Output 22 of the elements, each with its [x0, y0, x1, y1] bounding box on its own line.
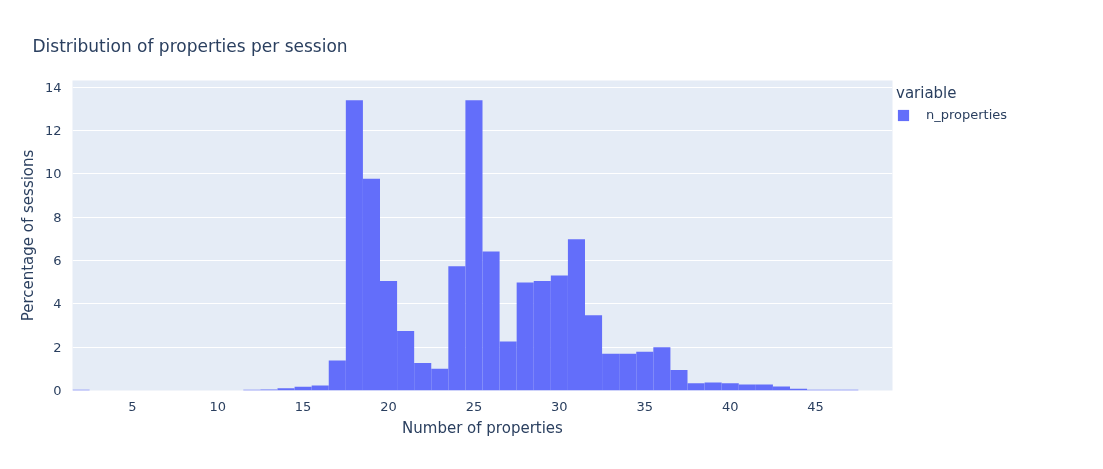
legend-label: n_properties — [926, 107, 1008, 122]
y-tick-label: 8 — [53, 209, 62, 225]
y-tick-label: 2 — [53, 339, 62, 355]
x-tick-label: 40 — [721, 398, 739, 414]
x-tick-label: 10 — [209, 398, 226, 414]
y-axis-title: Percentage of sessions — [18, 149, 37, 322]
y-tick-label: 14 — [44, 79, 62, 95]
y-tick-label: 6 — [53, 252, 62, 268]
x-tick-label: 20 — [380, 398, 397, 414]
chart-title: Distribution of properties per session — [32, 35, 348, 56]
y-tick-label: 10 — [44, 166, 62, 182]
x-tick-label: 30 — [551, 398, 568, 414]
y-tick-label: 4 — [53, 296, 62, 312]
y-tick-label: 12 — [44, 122, 62, 138]
y-tick-label: 0 — [53, 383, 62, 398]
legend-title: variable — [896, 84, 958, 102]
x-tick-label: 15 — [294, 398, 312, 414]
x-axis-title: Number of properties — [402, 418, 564, 437]
x-tick-label: 35 — [636, 398, 654, 414]
x-tick-label: 5 — [128, 398, 137, 414]
x-tick-label: 25 — [465, 398, 483, 414]
x-tick-label: 45 — [807, 398, 824, 414]
